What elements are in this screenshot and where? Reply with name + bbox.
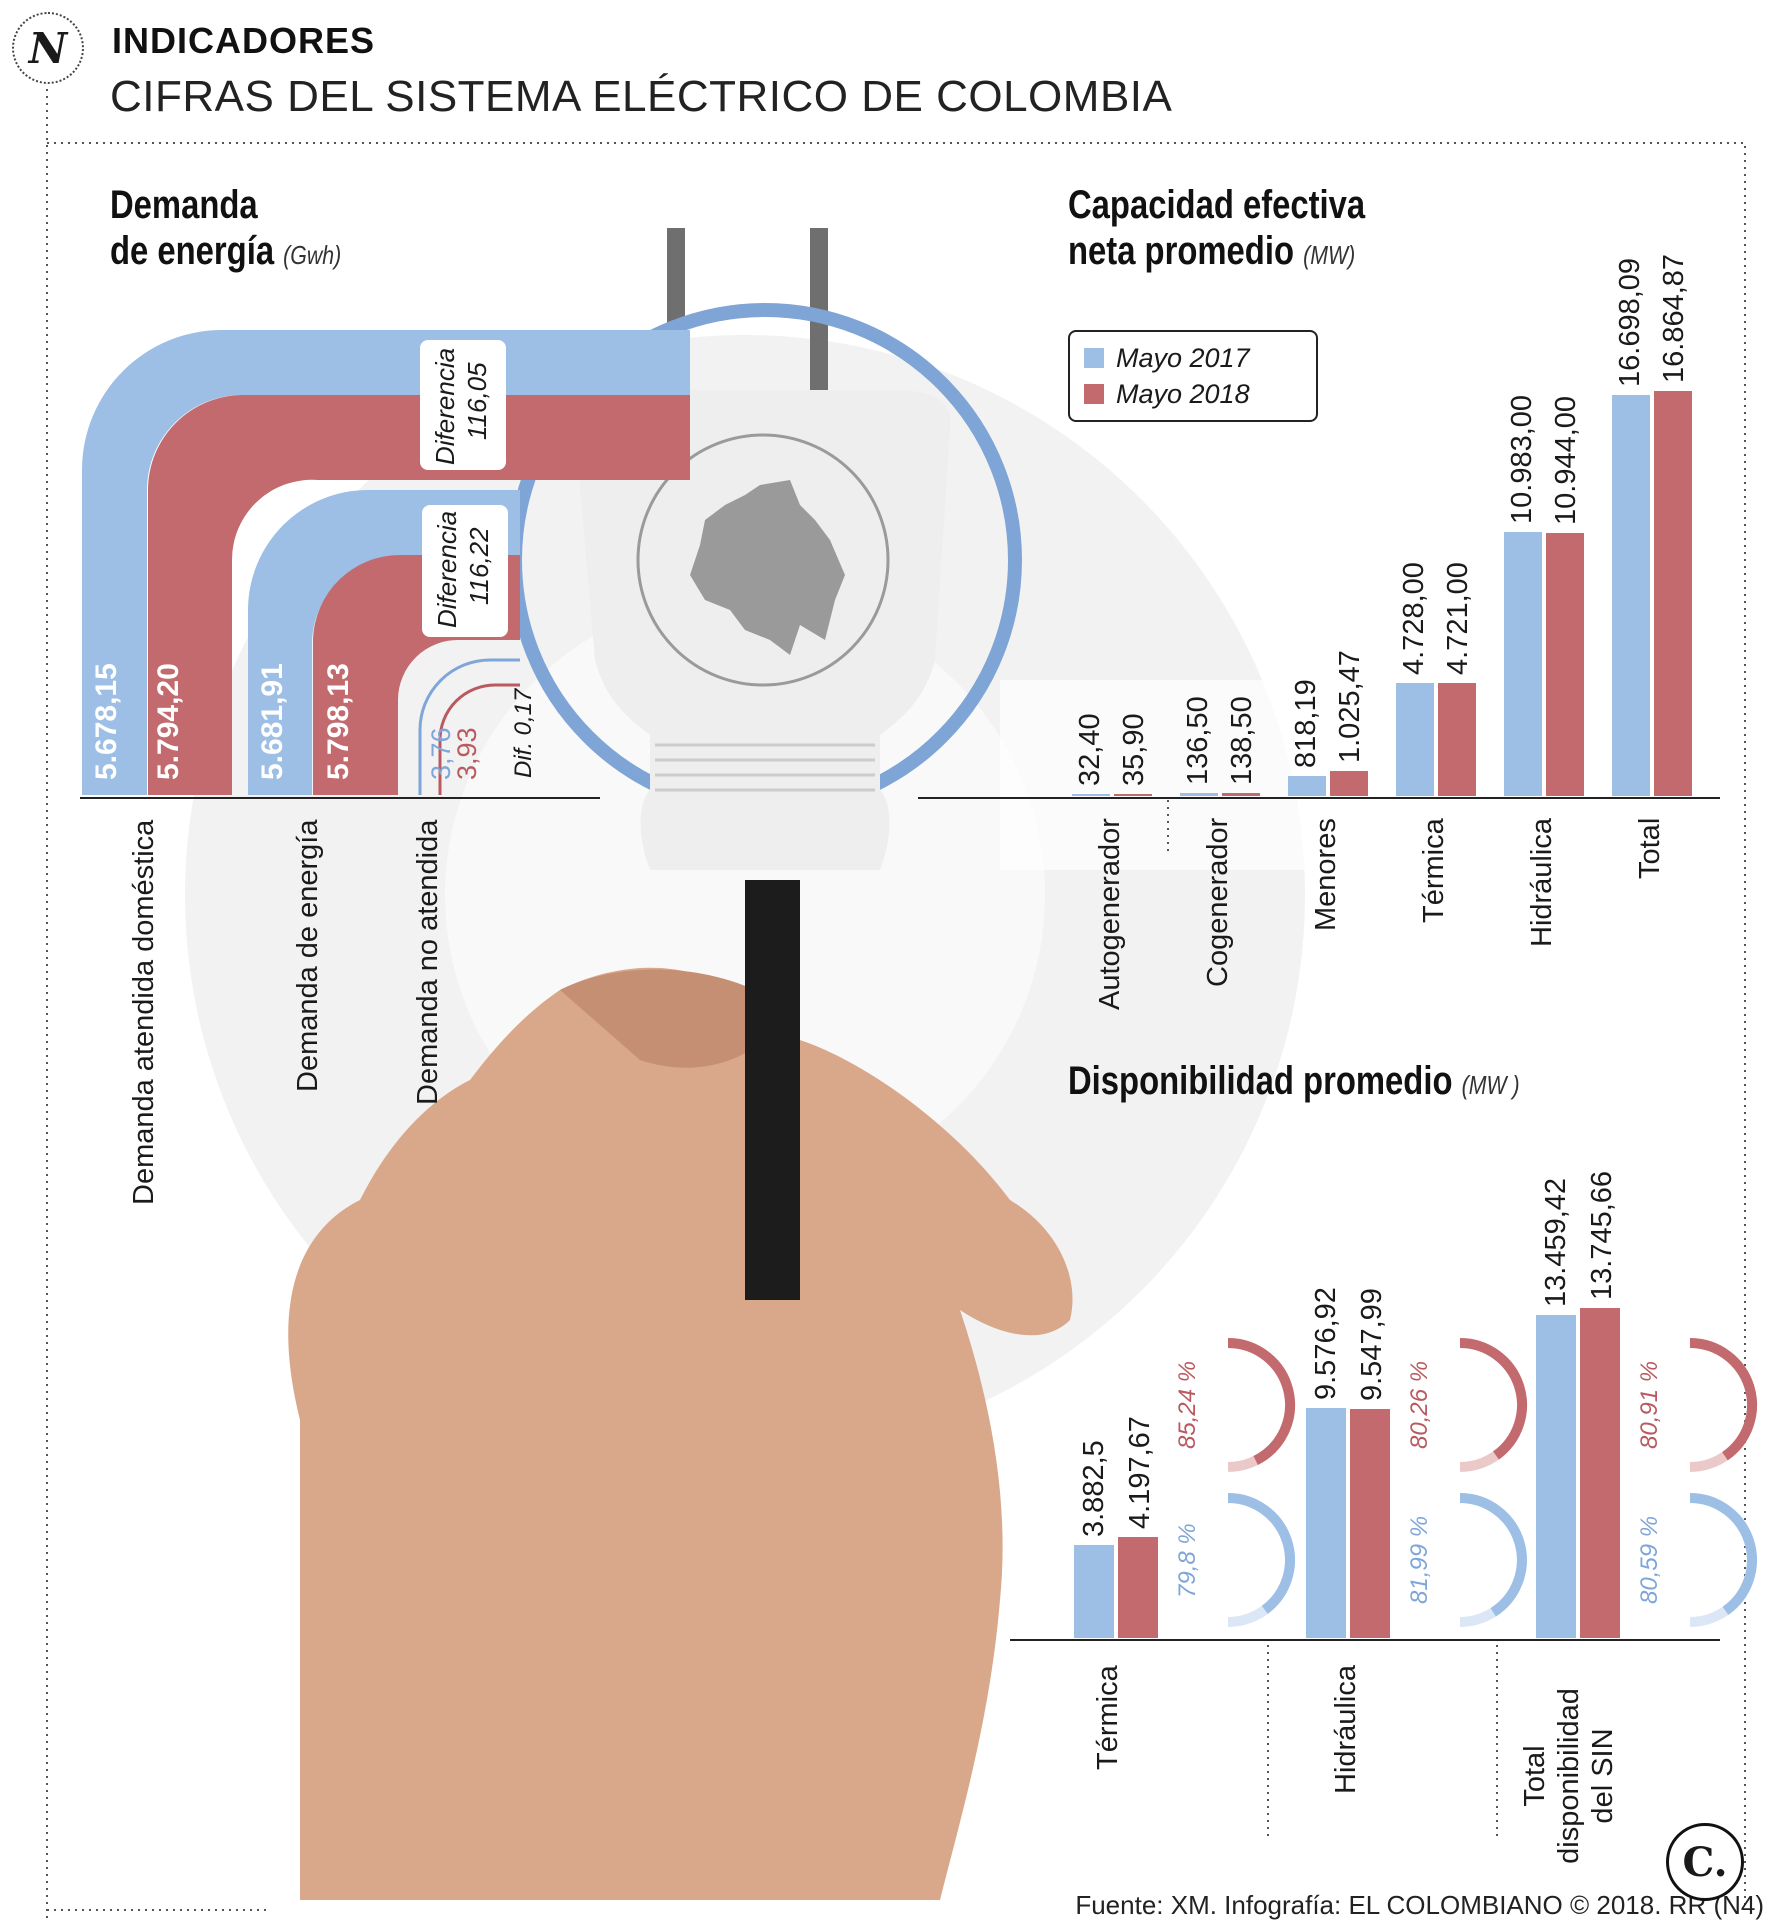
watermark-bar (1000, 680, 1340, 870)
disponibilidad-label-2017-1: 9.576,92 (1310, 1287, 1342, 1401)
disponibilidad-pct-arc-2017-0-track (1227, 1493, 1295, 1627)
disponibilidad-category-2: Total disponibilidad del SIN (1519, 1688, 1619, 1864)
capacidad-bar-2017-5 (1612, 395, 1650, 796)
legend-label-2018: Mayo 2018 (1116, 378, 1250, 409)
disponibilidad-bar-2017-1 (1306, 1408, 1346, 1638)
capacidad-title-line2: neta promedio (MW) (1068, 228, 1365, 278)
disponibilidad-pct-2017-1: 81,99 % (1406, 1515, 1433, 1604)
page-title: CIFRAS DEL SISTEMA ELÉCTRICO DE COLOMBIA (110, 72, 1173, 121)
disponibilidad-pct-arc-2017-0 (1227, 1493, 1295, 1614)
legend-item-2018: Mayo 2018 (1084, 376, 1302, 412)
legend-swatch-2017 (1084, 348, 1104, 368)
diferencia-box-1 (420, 340, 506, 470)
diferencia-box-2 (422, 505, 508, 637)
disponibilidad-pct-arc-2017-1-track (1459, 1493, 1527, 1627)
disponibilidad-pct-2018-0: 85,24 % (1174, 1360, 1201, 1449)
capacidad-bar-2018-3 (1438, 682, 1476, 796)
plug-prong-right (810, 228, 828, 428)
disponibilidad-pct-arc-2017-2-track (1689, 1493, 1757, 1627)
capacidad-bar-2017-1 (1180, 792, 1218, 796)
disponibilidad-pct-arc-2018-0 (1227, 1338, 1296, 1465)
brand-letter: C. (1682, 1838, 1728, 1886)
legend-swatch-2018 (1084, 384, 1104, 404)
capacidad-title-line1: Capacidad efectiva (1068, 183, 1366, 227)
disponibilidad-pct-arc-2018-0-track (1227, 1338, 1295, 1472)
capacidad-bar-2018-5 (1654, 391, 1692, 796)
disponibilidad-label-2018-1: 9.547,99 (1356, 1287, 1388, 1401)
disponibilidad-title: Disponibilidad promedio (MW ) (1068, 1058, 1520, 1108)
demanda-arc-2017-outer (82, 330, 690, 795)
disponibilidad-pct-2017-2: 80,59 % (1636, 1515, 1663, 1604)
logo-letter: N (28, 23, 68, 73)
disponibilidad-pct-arc-2018-2 (1689, 1338, 1757, 1461)
disponibilidad-bar-2017-2 (1536, 1314, 1576, 1638)
capacidad-bar-2017-3 (1396, 682, 1434, 796)
legend-label-2017: Mayo 2017 (1116, 342, 1250, 373)
hand-shape (288, 967, 1073, 1900)
cable (745, 880, 800, 1300)
logo-badge: N (12, 12, 84, 84)
disponibilidad-label-2018-0: 4.197,67 (1124, 1416, 1156, 1530)
disponibilidad-label-2017-0: 3.882,5 (1078, 1440, 1110, 1537)
plug-face-circle (636, 433, 890, 687)
disponibilidad-bar-2018-1 (1350, 1408, 1390, 1638)
disponibilidad-unit: (MW ) (1461, 1070, 1520, 1100)
brand-badge: C. (1666, 1823, 1744, 1901)
disponibilidad-pct-arc-2018-2-track (1689, 1338, 1757, 1472)
capacidad-bar-2018-4 (1546, 533, 1584, 796)
capacidad-bar-2017-2 (1288, 776, 1326, 796)
disponibilidad-pct-arc-2018-1 (1459, 1338, 1528, 1460)
demanda-arc-thin-2018 (438, 683, 520, 795)
disponibilidad-category-0: Térmica (1092, 1665, 1124, 1770)
demanda-arc-thin-2017 (418, 658, 520, 795)
header-kicker: INDICADORES (112, 20, 376, 61)
demanda-title-line2: de energía (Gwh) (110, 228, 341, 278)
capacidad-bar-2018-0 (1114, 794, 1152, 796)
demanda-title: Demanda de energía (Gwh) (110, 182, 341, 278)
plug-ridges (655, 743, 875, 792)
capacidad-bar-2017-0 (1072, 794, 1110, 796)
disponibilidad-bar-2017-0 (1074, 1544, 1114, 1638)
capacidad-title-line2-text: neta promedio (1068, 229, 1294, 273)
demanda-arc-2018-outer (148, 395, 690, 795)
disponibilidad-category-1: Hidráulica (1330, 1665, 1362, 1794)
disponibilidad-label-2017-2: 13.459,42 (1540, 1177, 1572, 1307)
disponibilidad-pct-arc-2017-1 (1459, 1493, 1527, 1617)
disponibilidad-bar-2018-0 (1118, 1537, 1158, 1638)
capacidad-bar-2018-2 (1330, 771, 1368, 796)
disponibilidad-bar-2018-2 (1580, 1308, 1620, 1638)
disponibilidad-pct-arc-2017-2 (1689, 1493, 1757, 1615)
colombia-map-icon (690, 480, 845, 655)
capacidad-title: Capacidad efectiva neta promedio (MW) (1068, 182, 1365, 278)
disponibilidad-pct-2017-0: 79,8 % (1174, 1522, 1201, 1598)
demanda-arc-2017-inner (248, 490, 520, 795)
legend: Mayo 2017 Mayo 2018 (1068, 330, 1318, 422)
capacidad-unit: (MW) (1303, 240, 1356, 270)
disponibilidad-pct-2018-1: 80,26 % (1406, 1360, 1433, 1449)
disponibilidad-label-2018-2: 13.745,66 (1586, 1171, 1618, 1301)
demanda-title-line1: Demanda (110, 183, 258, 227)
hand-shadow (560, 969, 790, 1068)
footer-source: Fuente: XM. Infografía: EL COLOMBIANO © … (1075, 1890, 1764, 1920)
disponibilidad-pct-arc-2018-1-track (1459, 1338, 1527, 1472)
disponibilidad-pct-2018-2: 80,91 % (1636, 1360, 1663, 1449)
disponibilidad-title-text: Disponibilidad promedio (1068, 1059, 1453, 1103)
demanda-unit: (Gwh) (283, 240, 342, 270)
legend-item-2017: Mayo 2017 (1084, 340, 1302, 376)
capacidad-bar-2017-4 (1504, 532, 1542, 796)
demanda-title-line2-text: de energía (110, 229, 275, 273)
capacidad-bar-2018-1 (1222, 792, 1260, 796)
